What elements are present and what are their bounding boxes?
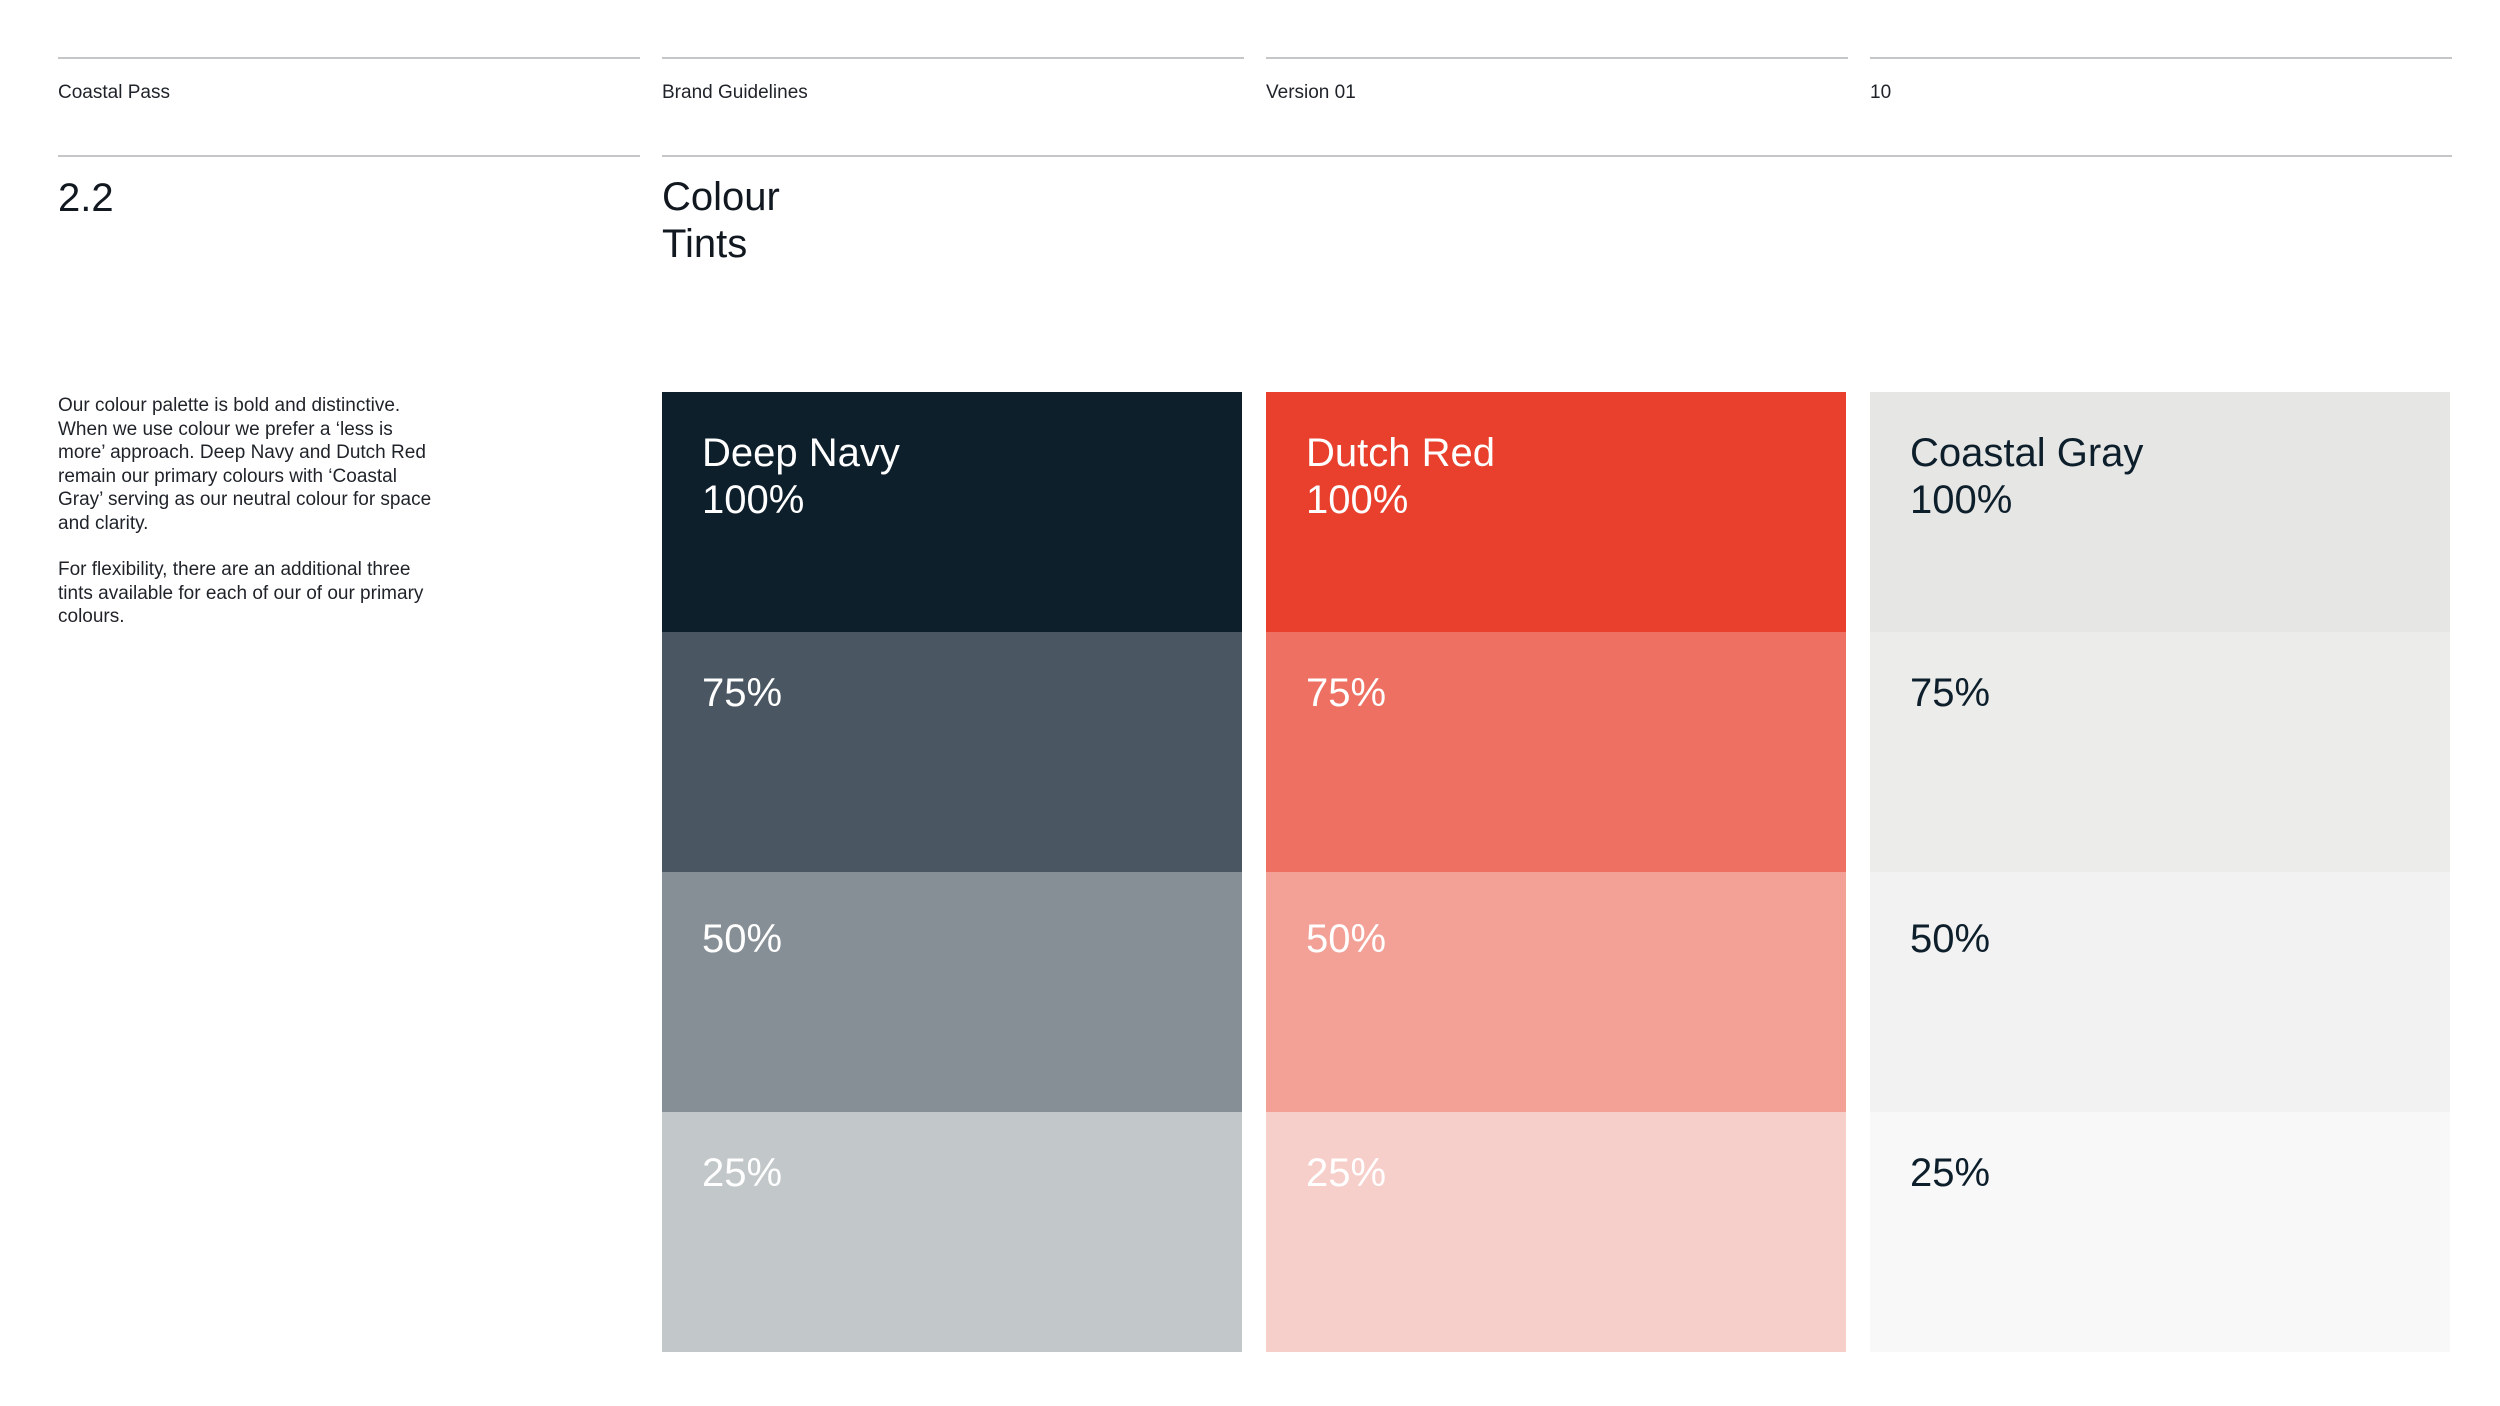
header-document-title: Brand Guidelines [662, 82, 808, 103]
swatch-label: 50% [1306, 916, 1386, 963]
swatch-label: Deep Navy 100% [702, 430, 900, 524]
intro-paragraph-1: Our colour palette is bold and distincti… [58, 395, 432, 534]
swatch-dutch-red-75: 75% [1266, 632, 1846, 872]
swatch-label: 75% [1306, 670, 1386, 717]
section-title-line-1: Colour [662, 175, 780, 219]
swatch-label: 25% [702, 1150, 782, 1197]
swatch-deep-navy-25: 25% [662, 1112, 1242, 1352]
swatch-coastal-gray-50: 50% [1870, 872, 2450, 1112]
tint-percentage: 25% [1306, 1151, 1387, 1195]
header-version: Version 01 [1266, 82, 1356, 103]
header-rule-4 [1870, 57, 2452, 59]
section-title: Colour Tints [662, 174, 780, 268]
tint-percentage: 50% [1306, 917, 1387, 961]
section-rule-right [662, 155, 2452, 157]
colour-name: Coastal Gray [1910, 431, 2144, 475]
swatch-label: 25% [1306, 1150, 1386, 1197]
tint-percentage: 100% [702, 478, 805, 522]
header-rule-3 [1266, 57, 1848, 59]
swatch-column-coastal-gray: Coastal Gray 100% 75% 50% 25% [1870, 392, 2450, 1352]
section-title-line-2: Tints [662, 222, 748, 266]
colour-name: Deep Navy [702, 431, 900, 475]
section-rule-left [58, 155, 640, 157]
swatch-deep-navy-100: Deep Navy 100% [662, 392, 1242, 632]
tint-percentage: 100% [1306, 478, 1409, 522]
swatch-deep-navy-75: 75% [662, 632, 1242, 872]
swatch-column-dutch-red: Dutch Red 100% 75% 50% 25% [1266, 392, 1846, 1352]
swatch-label: Coastal Gray 100% [1910, 430, 2143, 524]
tint-percentage: 100% [1910, 478, 2013, 522]
header-brand: Coastal Pass [58, 82, 170, 103]
swatch-label: 25% [1910, 1150, 1990, 1197]
swatch-column-deep-navy: Deep Navy 100% 75% 50% 25% [662, 392, 1242, 1352]
header-rule-1 [58, 57, 640, 59]
tint-percentage: 25% [1910, 1151, 1991, 1195]
intro-text: Our colour palette is bold and distincti… [58, 394, 438, 652]
header-rule-2 [662, 57, 1244, 59]
swatch-label: 75% [1910, 670, 1990, 717]
swatch-label: 50% [702, 916, 782, 963]
colour-name: Dutch Red [1306, 431, 1495, 475]
swatch-label: 75% [702, 670, 782, 717]
tint-percentage: 75% [1910, 671, 1991, 715]
swatch-label: 50% [1910, 916, 1990, 963]
swatch-dutch-red-25: 25% [1266, 1112, 1846, 1352]
section-number: 2.2 [58, 176, 114, 220]
tint-percentage: 75% [1306, 671, 1387, 715]
swatch-coastal-gray-75: 75% [1870, 632, 2450, 872]
tint-percentage: 50% [702, 917, 783, 961]
swatch-dutch-red-100: Dutch Red 100% [1266, 392, 1846, 632]
swatch-deep-navy-50: 50% [662, 872, 1242, 1112]
swatch-dutch-red-50: 50% [1266, 872, 1846, 1112]
swatch-coastal-gray-100: Coastal Gray 100% [1870, 392, 2450, 632]
swatch-label: Dutch Red 100% [1306, 430, 1495, 524]
intro-paragraph-2: For flexibility, there are an additional… [58, 559, 424, 627]
tint-percentage: 50% [1910, 917, 1991, 961]
header-page-number: 10 [1870, 82, 1892, 103]
swatch-coastal-gray-25: 25% [1870, 1112, 2450, 1352]
tint-percentage: 75% [702, 671, 783, 715]
tint-percentage: 25% [702, 1151, 783, 1195]
